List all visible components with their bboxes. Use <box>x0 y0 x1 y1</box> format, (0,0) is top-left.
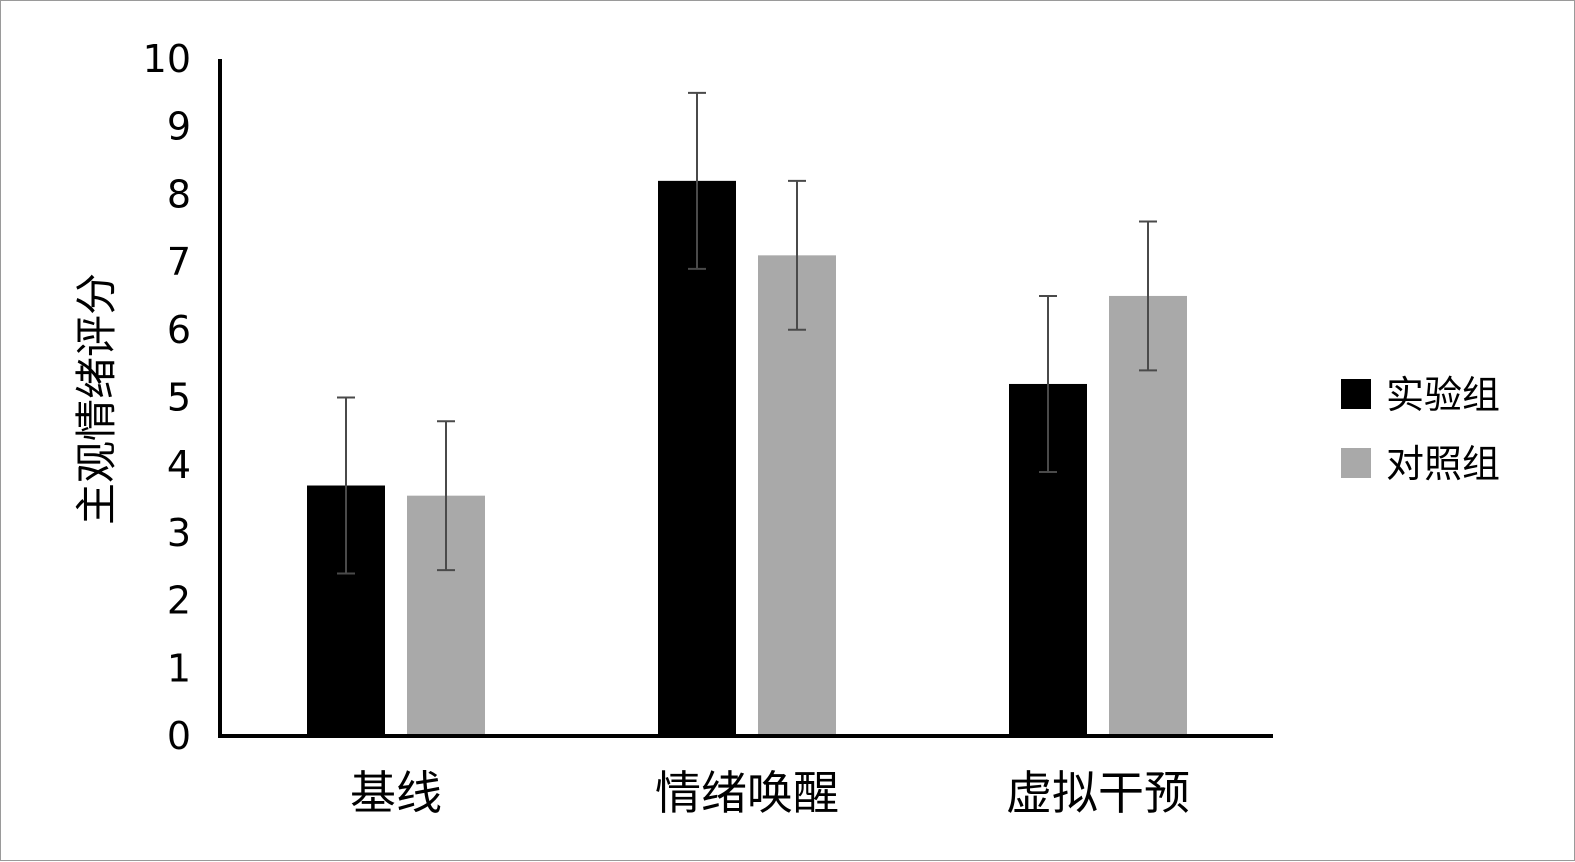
legend-label-1: 实验组 <box>1386 373 1500 417</box>
x-tick-label: 基线 <box>350 766 442 820</box>
y-tick-label: 10 <box>143 37 191 81</box>
y-tick-label: 7 <box>167 240 191 284</box>
y-tick-labels: 0 1 2 3 4 5 6 7 8 9 10 <box>143 37 191 758</box>
y-tick-label: 9 <box>167 105 191 149</box>
y-axis-title: 主观情绪评分 <box>72 273 121 525</box>
y-tick-label: 0 <box>167 714 191 758</box>
y-tick-label: 8 <box>167 172 191 216</box>
y-tick-label: 5 <box>167 376 191 420</box>
x-tick-labels: 基线 情绪唤醒 虚拟干预 <box>350 766 1190 820</box>
y-tick-label: 4 <box>167 443 191 487</box>
y-axis-title-group: 主观情绪评分 <box>72 273 121 525</box>
x-tick-label: 虚拟干预 <box>1006 766 1190 820</box>
bar-series-2-2 <box>758 255 836 736</box>
bars <box>307 180 1187 737</box>
error-bars <box>337 91 1157 575</box>
y-tick-label: 2 <box>167 579 191 623</box>
bar-series-1-2 <box>658 180 736 737</box>
y-tick-label: 3 <box>167 511 191 555</box>
y-tick-label: 6 <box>167 308 191 352</box>
legend-label-2: 对照组 <box>1386 442 1500 486</box>
x-tick-label: 情绪唤醒 <box>655 766 839 820</box>
legend-swatch-1 <box>1341 379 1371 409</box>
legend-swatch-2 <box>1341 448 1371 478</box>
axes <box>218 59 1273 738</box>
y-tick-label: 1 <box>167 646 191 690</box>
